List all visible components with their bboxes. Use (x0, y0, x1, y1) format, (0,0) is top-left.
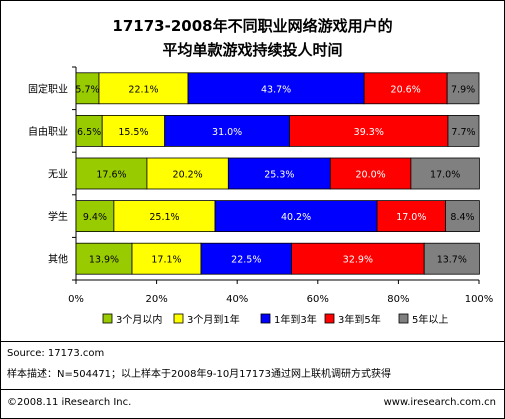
bar-segment (289, 115, 449, 147)
stacked-bar-chart: 0% 20% 40% 60% 80% 100% 固定职业 5.7% 22.1% 43.7% 20.6… (28, 66, 494, 326)
legend-swatch (102, 313, 113, 324)
data-label: 17.1% (151, 255, 181, 266)
legend: 3个月以内 3个月到1年 1年到3年 3年到5年 5年以上 (102, 313, 448, 326)
x-tick-label: 80% (387, 294, 409, 305)
x-tick-label: 40% (226, 294, 248, 305)
bar-segment (447, 115, 480, 147)
data-label: 15.5% (118, 127, 148, 138)
category-label: 自由职业 (28, 125, 68, 138)
bar-segment (200, 242, 293, 275)
x-tick-label: 0% (68, 294, 84, 305)
data-label: 40.2% (281, 212, 311, 223)
bar-segment (75, 157, 148, 190)
legend-swatch (260, 313, 271, 324)
category-label: 学生 (48, 210, 68, 223)
bar-segment (113, 200, 216, 233)
data-label: 43.7% (261, 84, 291, 95)
legend-swatch (173, 313, 184, 324)
legend-label: 5年以上 (412, 313, 448, 326)
plot-area: 0% 20% 40% 60% 80% 100% 固定职业 5.7% 22.1% 43.7% 20.6… (28, 66, 494, 305)
copyright-text: ©2008.11 iResearch Inc. (7, 397, 132, 408)
data-label: 20.6% (391, 84, 421, 95)
bar-segment (329, 157, 412, 190)
legend-label: 3个月以内 (116, 313, 162, 326)
chart-title-line2: 平均单款游戏持续投人时间 (162, 41, 343, 59)
data-label: 13.7% (437, 255, 467, 266)
sample-note: 样本描述：N=504471；以上样本于2008年9-10月17173通过网上联机… (7, 369, 391, 380)
x-tick-label: 20% (145, 294, 167, 305)
bar-segment (101, 115, 166, 147)
legend-label: 3年到5年 (338, 313, 381, 326)
data-label: 20.2% (173, 170, 203, 181)
bar-segment (214, 200, 378, 233)
data-label: 9.4% (83, 212, 107, 223)
legend-label: 1年到3年 (274, 313, 317, 326)
bar-segment (363, 72, 448, 105)
data-label: 17.6% (96, 170, 126, 181)
data-label: 13.9% (89, 255, 119, 266)
data-label: 31.0% (212, 127, 242, 138)
bar-segment (75, 200, 115, 233)
data-label: 22.1% (128, 84, 158, 95)
bar-segment (98, 72, 189, 105)
data-label: 5.7% (75, 84, 99, 95)
data-label: 25.3% (264, 170, 294, 181)
data-label: 17.0% (396, 212, 426, 223)
legend-swatch (398, 313, 409, 324)
data-label: 32.9% (343, 255, 373, 266)
category-label: 其他 (48, 253, 68, 266)
footer-divider (1, 341, 504, 342)
bar-segment (75, 115, 103, 147)
data-label: 22.5% (231, 255, 261, 266)
bar-segment (445, 200, 480, 233)
data-label: 25.1% (149, 212, 179, 223)
website-text: www.iresearch.com.cn (383, 397, 496, 408)
data-label: 39.3% (354, 127, 384, 138)
bar-segment (75, 242, 133, 275)
bar-segment (423, 242, 480, 275)
bar-segment (410, 157, 480, 190)
source-text: Source: 17173.com (7, 348, 105, 359)
chart-title-line1: 17173-2008年不同职业网络游戏用户的 (112, 17, 393, 35)
legend-label: 3个月到1年 (187, 313, 240, 326)
legend-swatch (324, 313, 335, 324)
bar-segment (227, 157, 331, 190)
bottom-divider (1, 389, 504, 390)
data-label: 17.0% (430, 170, 460, 181)
category-label: 固定职业 (28, 82, 68, 95)
x-tick-label: 100% (465, 294, 494, 305)
bar-segment (291, 242, 425, 275)
data-label: 7.9% (451, 84, 475, 95)
data-label: 20.0% (355, 170, 385, 181)
bar-segment (446, 72, 480, 105)
data-label: 7.7% (451, 127, 475, 138)
category-label: 无业 (48, 169, 68, 181)
data-label: 8.4% (450, 212, 474, 223)
x-tick-label: 60% (307, 294, 329, 305)
data-label: 6.5% (77, 127, 101, 138)
